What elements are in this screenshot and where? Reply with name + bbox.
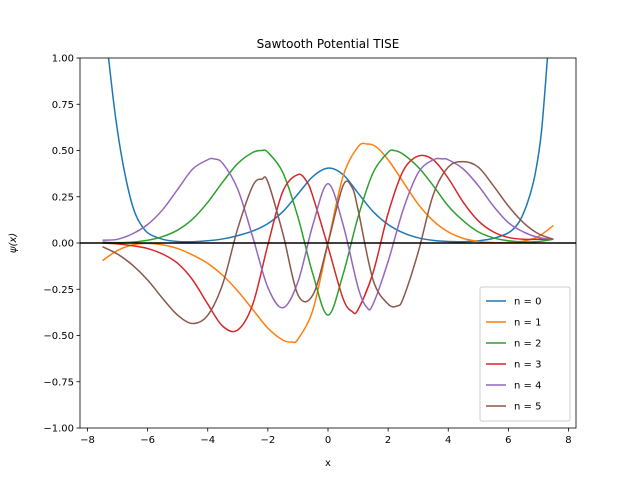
x-tick-label: 8 [565, 435, 571, 446]
y-tick-label: −1.00 [43, 424, 74, 435]
plot-frame [79, 57, 577, 429]
legend-entry: n = 3 [514, 360, 541, 371]
series-line-n5 [102, 160, 554, 325]
legend: n = 0 n = 1 n = 2 n = 3 n = 4 n = 5 [479, 286, 571, 422]
y-tick-label: 0.25 [52, 192, 74, 203]
x-tick-label: −6 [140, 435, 155, 446]
y-tick-label: 0.00 [52, 239, 74, 250]
y-tick-label: −0.75 [43, 377, 74, 388]
series-line-n3 [102, 154, 554, 333]
legend-entry: n = 4 [514, 381, 541, 392]
x-tick-label: 0 [325, 435, 331, 446]
y-tick-label: −0.25 [43, 285, 74, 296]
y-tick-label: −0.50 [43, 331, 74, 342]
series-line-n0 [107, 58, 549, 243]
y-tick-label: 0.50 [52, 146, 74, 157]
x-tick-label: 2 [385, 435, 391, 446]
y-axis-label: ψ(x) [8, 233, 19, 253]
series-line-n2 [102, 149, 554, 316]
y-tick-label: 0.75 [52, 100, 74, 111]
series-line-n4 [102, 157, 554, 311]
ticks-layer: −8 −6 −4 −2 0 2 4 6 8 −1.00 −0.75 −0.50 −0.25 0.00 0.2… [43, 54, 571, 447]
x-tick-label: 4 [445, 435, 451, 446]
x-tick-label: 6 [505, 435, 511, 446]
x-tick-label: −4 [200, 435, 215, 446]
x-axis-label: x [325, 458, 331, 469]
chart-title: Sawtooth Potential TISE [257, 37, 400, 51]
legend-entry: n = 0 [514, 297, 541, 308]
x-tick-label: −8 [80, 435, 95, 446]
legend-entry: n = 5 [514, 402, 541, 413]
legend-box [479, 286, 571, 422]
legend-entry: n = 1 [514, 318, 541, 329]
legend-entry: n = 2 [514, 339, 541, 350]
y-tick-label: 1.00 [52, 54, 74, 65]
x-tick-label: −2 [261, 435, 276, 446]
